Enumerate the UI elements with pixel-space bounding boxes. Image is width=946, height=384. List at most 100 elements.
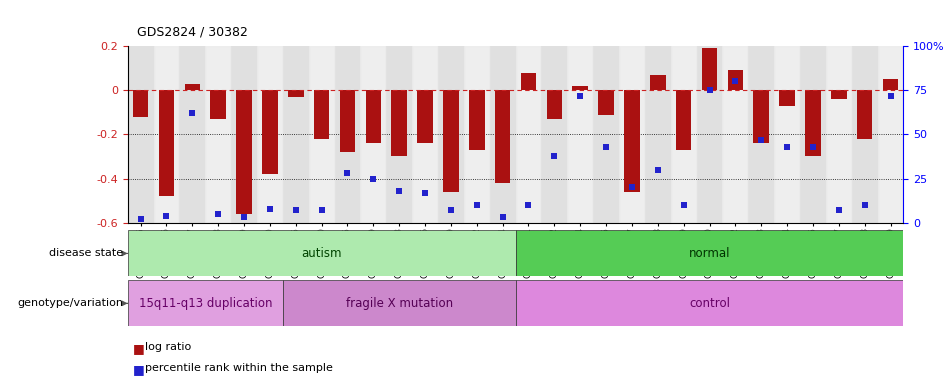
Bar: [805, 90, 821, 157]
Text: GDS2824 / 30382: GDS2824 / 30382: [137, 25, 248, 38]
Point: [727, 78, 743, 84]
Point: [832, 207, 847, 214]
Bar: [723, 46, 748, 223]
Bar: [857, 90, 872, 139]
Point: [262, 205, 277, 212]
Point: [417, 190, 432, 196]
Point: [444, 207, 459, 214]
Bar: [516, 46, 541, 223]
Bar: [831, 90, 847, 99]
Point: [883, 93, 898, 99]
Bar: [262, 90, 278, 174]
Bar: [541, 46, 568, 223]
Point: [572, 93, 587, 99]
Point: [469, 202, 484, 208]
Point: [676, 202, 692, 208]
Bar: [619, 46, 645, 223]
Bar: [645, 46, 671, 223]
Point: [857, 202, 872, 208]
Bar: [443, 90, 459, 192]
Bar: [650, 75, 666, 90]
Bar: [593, 46, 619, 223]
Point: [780, 144, 795, 150]
Bar: [335, 46, 360, 223]
Bar: [308, 46, 335, 223]
Bar: [365, 90, 381, 143]
Bar: [851, 46, 878, 223]
Bar: [520, 73, 536, 90]
Bar: [469, 90, 484, 150]
Bar: [800, 46, 826, 223]
Bar: [878, 46, 903, 223]
Bar: [210, 90, 226, 119]
Bar: [851, 46, 878, 223]
Point: [289, 207, 304, 214]
Text: ■: ■: [132, 363, 144, 376]
Point: [624, 184, 639, 190]
Bar: [128, 46, 153, 223]
Point: [392, 188, 407, 194]
Bar: [464, 46, 490, 223]
Text: control: control: [689, 297, 730, 310]
Bar: [645, 46, 671, 223]
Bar: [257, 46, 283, 223]
Bar: [128, 46, 153, 223]
Text: 15q11-q13 duplication: 15q11-q13 duplication: [138, 297, 272, 310]
Bar: [696, 46, 723, 223]
Bar: [619, 46, 645, 223]
Text: fragile X mutation: fragile X mutation: [345, 297, 453, 310]
Bar: [335, 46, 360, 223]
Bar: [412, 46, 438, 223]
Bar: [153, 46, 180, 223]
Bar: [516, 280, 903, 326]
Bar: [495, 90, 511, 183]
Point: [650, 167, 665, 173]
Text: autism: autism: [302, 247, 342, 260]
Bar: [360, 46, 386, 223]
Point: [547, 152, 562, 159]
Bar: [283, 46, 308, 223]
Text: normal: normal: [689, 247, 730, 260]
Bar: [774, 46, 800, 223]
Bar: [675, 90, 692, 150]
Point: [236, 214, 252, 220]
Bar: [780, 90, 795, 106]
Text: percentile rank within the sample: percentile rank within the sample: [145, 363, 333, 373]
Bar: [308, 46, 335, 223]
Point: [805, 144, 820, 150]
Bar: [184, 84, 201, 90]
Bar: [128, 230, 516, 276]
Bar: [568, 46, 593, 223]
Bar: [826, 46, 851, 223]
Bar: [231, 46, 257, 223]
Point: [521, 202, 536, 208]
Point: [599, 144, 614, 150]
Bar: [180, 46, 205, 223]
Bar: [568, 46, 593, 223]
Bar: [360, 46, 386, 223]
Point: [366, 175, 381, 182]
Bar: [702, 48, 717, 90]
Bar: [180, 46, 205, 223]
Bar: [464, 46, 490, 223]
Bar: [800, 46, 826, 223]
Bar: [878, 46, 903, 223]
Text: log ratio: log ratio: [145, 342, 191, 352]
Bar: [516, 46, 541, 223]
Bar: [671, 46, 696, 223]
Bar: [748, 46, 774, 223]
Bar: [412, 46, 438, 223]
Bar: [774, 46, 800, 223]
Point: [702, 87, 717, 93]
Point: [754, 137, 769, 143]
Point: [133, 216, 149, 222]
Bar: [516, 230, 903, 276]
Point: [184, 110, 200, 116]
Text: disease state: disease state: [49, 248, 123, 258]
Bar: [288, 90, 304, 97]
Bar: [727, 70, 744, 90]
Bar: [572, 86, 588, 90]
Bar: [490, 46, 516, 223]
Bar: [541, 46, 568, 223]
Bar: [490, 46, 516, 223]
